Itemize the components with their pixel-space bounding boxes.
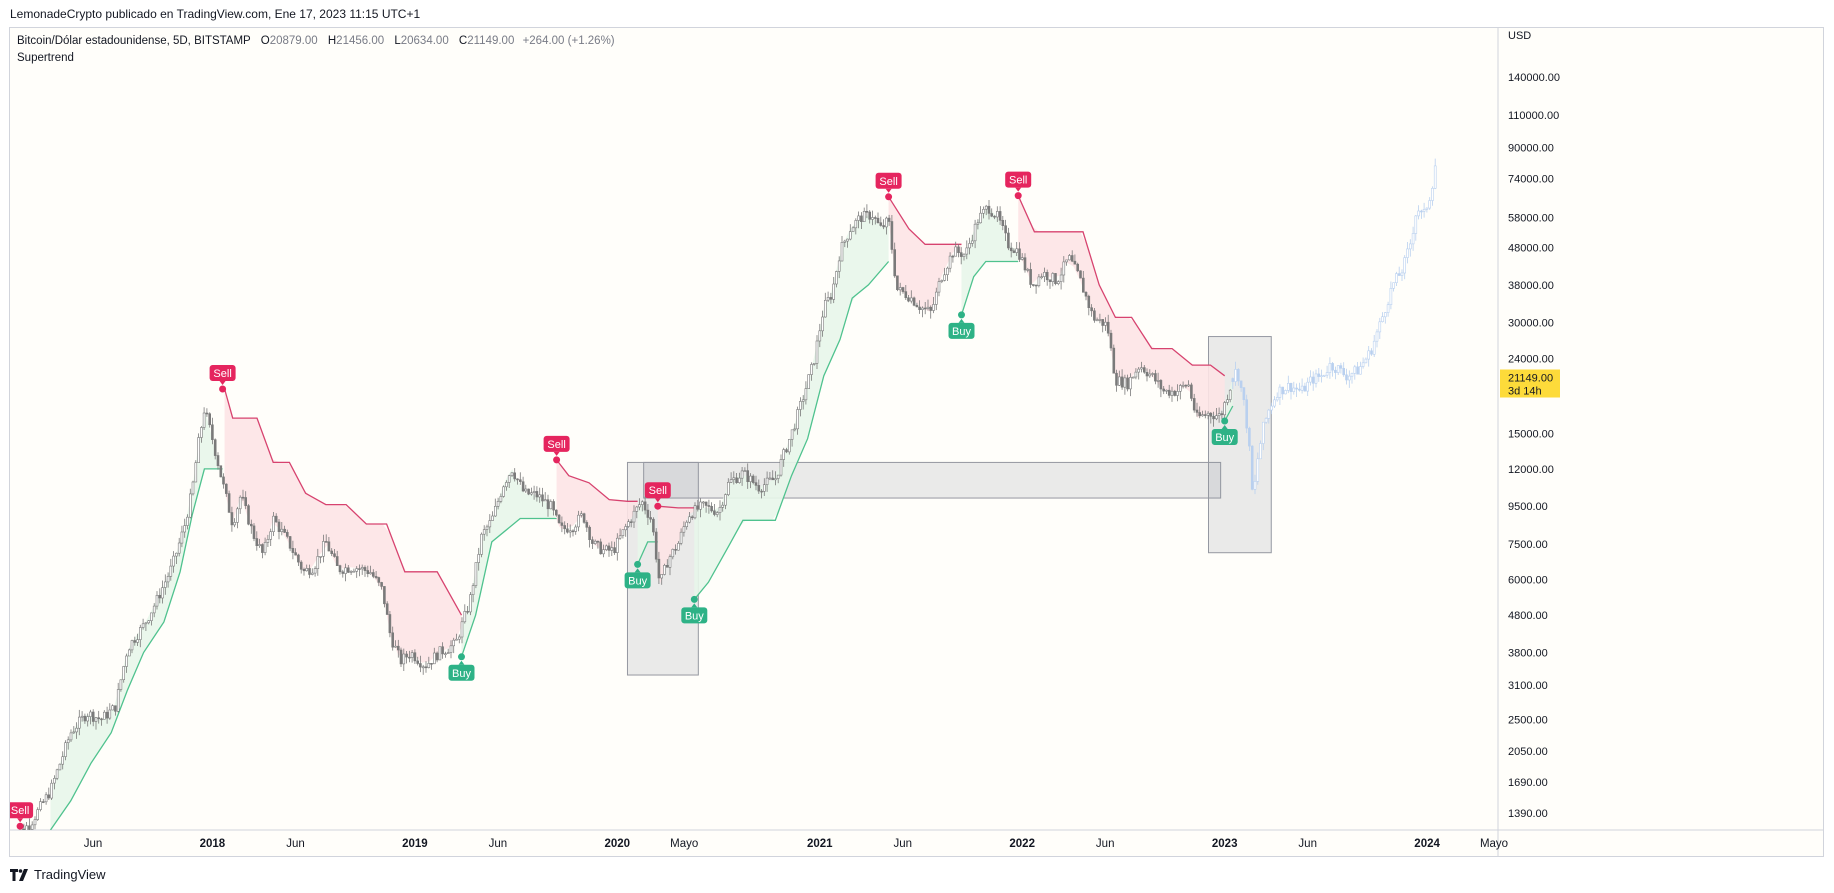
price-tick-label: 74000.00 xyxy=(1508,174,1554,186)
signal-label: Buy xyxy=(685,610,704,622)
legend-low-value: 20634.00 xyxy=(400,35,449,47)
time-tick-label: Mayo xyxy=(670,838,698,850)
legend-low-label: L xyxy=(394,35,401,47)
price-tick-label: 140000.00 xyxy=(1508,72,1560,84)
tradingview-logo-icon xyxy=(10,868,28,881)
supertrend-fill-down xyxy=(1018,195,1225,418)
publisher-caption: LemonadeCrypto publicado en TradingView.… xyxy=(10,7,421,21)
supertrend-fill-up xyxy=(461,469,557,657)
supertrend-line-down xyxy=(223,388,463,616)
chart-legend: Bitcoin/Dólar estadounidense, 5D, BITSTA… xyxy=(17,35,615,47)
sell-signal[interactable]: Sell xyxy=(875,172,902,201)
supertrend-fill-down xyxy=(224,389,462,663)
last-price-tag[interactable] xyxy=(1500,369,1560,398)
time-tick-label: 2021 xyxy=(807,838,833,850)
sell-signal[interactable]: Sell xyxy=(10,802,34,830)
price-tick-label: 3800.00 xyxy=(1508,648,1548,660)
time-tick-label: 2020 xyxy=(605,838,631,850)
supertrend-line-up xyxy=(460,517,557,658)
price-tick-label: 58000.00 xyxy=(1508,212,1554,224)
supertrend-fill-up xyxy=(694,215,889,600)
price-tick-label: 90000.00 xyxy=(1508,142,1554,154)
signal-label: Buy xyxy=(452,668,471,680)
price-tick-label: 38000.00 xyxy=(1508,280,1554,292)
time-tick-label: 2024 xyxy=(1414,838,1440,850)
projection-candles xyxy=(1231,158,1437,495)
signal-label: Sell xyxy=(11,805,29,817)
time-tick-label: Jun xyxy=(286,838,305,850)
bar-countdown: 3d 14h xyxy=(1508,386,1542,398)
legend-change: +264.00 (+1.26%) xyxy=(522,35,615,47)
buy-signal[interactable]: Buy xyxy=(948,311,975,339)
price-tick-label: 9500.00 xyxy=(1508,501,1548,513)
footer-brand-label: TradingView xyxy=(34,867,106,882)
supertrend-fill-down xyxy=(556,459,638,551)
signal-label: Buy xyxy=(628,575,647,587)
buy-signal[interactable]: Buy xyxy=(624,560,651,589)
price-tick-label: 4800.00 xyxy=(1508,610,1548,622)
supertrend-line-up xyxy=(960,260,1019,316)
chart[interactable]: Sell Sell Buy Sell Buy Sell Buy Sell Buy Sell Buy U… xyxy=(10,28,1824,856)
supertrend-line-up xyxy=(49,468,223,830)
supertrend-fill-down xyxy=(888,196,962,312)
price-tick-label: 1690.00 xyxy=(1508,777,1548,789)
signal-label: Buy xyxy=(1215,432,1234,444)
chart-frame xyxy=(9,27,1824,857)
price-tick-label: 48000.00 xyxy=(1508,243,1554,255)
buy-signal[interactable]: Buy xyxy=(1211,417,1238,446)
signal-label: Sell xyxy=(213,368,231,380)
time-tick-label: Jun xyxy=(84,838,103,850)
price-tick-label: 1390.00 xyxy=(1508,808,1548,820)
price-tick-label: 24000.00 xyxy=(1508,353,1554,365)
price-candles xyxy=(19,200,1232,830)
price-tick-label: 7500.00 xyxy=(1508,539,1548,551)
buy-signal[interactable]: Buy xyxy=(681,595,708,624)
legend-close-value: 21149.00 xyxy=(467,35,515,47)
legend-open-value: 20879.00 xyxy=(269,35,318,47)
supertrend-line-down xyxy=(556,459,638,502)
time-tick-label: Jun xyxy=(1096,838,1115,850)
supertrend-line-down xyxy=(1017,195,1226,377)
supertrend-fill-down xyxy=(657,506,695,584)
signal-label: Sell xyxy=(879,176,897,188)
sell-signal[interactable]: Sell xyxy=(644,482,671,510)
signal-label: Sell xyxy=(649,485,667,497)
price-tick-label: 110000.00 xyxy=(1508,110,1559,122)
indicator-name[interactable]: Supertrend xyxy=(17,52,74,64)
price-tick-label: 6000.00 xyxy=(1508,575,1548,587)
price-tick-label: 2500.00 xyxy=(1508,714,1548,726)
supertrend-line-down xyxy=(888,196,962,245)
price-tick-label: 2050.00 xyxy=(1508,746,1548,758)
price-axis-unit: USD xyxy=(1508,30,1531,42)
price-tick-label: 30000.00 xyxy=(1508,318,1554,330)
supertrend-line-down xyxy=(657,505,695,509)
signal-label: Sell xyxy=(1009,175,1027,187)
legend-close-label: C xyxy=(458,35,468,47)
time-tick-label: Jun xyxy=(894,838,913,850)
time-tick-label: Jun xyxy=(489,838,508,850)
legend-open-label: O xyxy=(260,35,270,47)
legend-high-label: H xyxy=(327,35,337,47)
last-price-value: 21149.00 xyxy=(1508,373,1553,385)
time-tick-label: 2019 xyxy=(402,838,428,850)
supertrend-line-up xyxy=(693,261,890,600)
footer-brand[interactable]: TradingView xyxy=(10,867,106,882)
sell-signal[interactable]: Sell xyxy=(209,365,236,393)
price-tick-label: 15000.00 xyxy=(1508,428,1554,440)
buy-signal[interactable]: Buy xyxy=(448,653,475,681)
legend-symbol: Bitcoin/Dólar estadounidense, 5D, BITSTA… xyxy=(17,35,251,47)
supertrend-line-up xyxy=(637,541,658,565)
time-tick-label: Jun xyxy=(1298,838,1317,850)
price-tick-label: 3100.00 xyxy=(1508,680,1548,692)
time-tick-label: 2018 xyxy=(200,838,226,850)
sell-signal[interactable]: Sell xyxy=(1005,171,1032,200)
legend-high-value: 21456.00 xyxy=(336,35,385,47)
time-tick-label: Mayo xyxy=(1480,838,1508,850)
time-tick-label: 2022 xyxy=(1009,838,1035,850)
time-tick-label: 2023 xyxy=(1212,838,1238,850)
sell-signal[interactable]: Sell xyxy=(543,435,570,464)
signal-label: Buy xyxy=(952,326,971,338)
price-tick-label: 12000.00 xyxy=(1508,464,1554,476)
signal-label: Sell xyxy=(547,439,565,451)
